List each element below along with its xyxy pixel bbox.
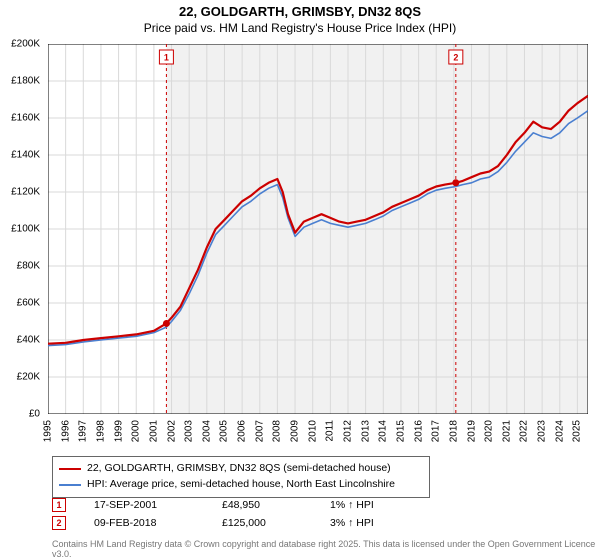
legend-item: HPI: Average price, semi-detached house,… [59, 477, 423, 493]
y-tick-label: £200K [11, 39, 40, 50]
x-tick-label: 2015 [395, 420, 406, 442]
x-tick-label: 2001 [148, 420, 159, 442]
y-tick-label: £20K [17, 372, 40, 383]
x-tick-label: 2005 [219, 420, 230, 442]
legend-label: 22, GOLDGARTH, GRIMSBY, DN32 8QS (semi-d… [87, 461, 391, 477]
plot-area: 12 [48, 44, 588, 414]
x-tick-label: 1996 [60, 420, 71, 442]
legend-swatch [59, 484, 81, 486]
x-tick-label: 2004 [201, 420, 212, 442]
x-tick-label: 2019 [466, 420, 477, 442]
x-tick-label: 2008 [272, 420, 283, 442]
x-tick-label: 2021 [501, 420, 512, 442]
x-tick-label: 2003 [184, 420, 195, 442]
x-tick-label: 1995 [43, 420, 54, 442]
x-tick-label: 1998 [95, 420, 106, 442]
y-axis: £0£20K£40K£60K£80K£100K£120K£140K£160K£1… [0, 44, 44, 414]
x-tick-label: 1997 [78, 420, 89, 442]
svg-text:1: 1 [164, 53, 169, 63]
sale-price: £48,950 [222, 499, 302, 511]
x-tick-label: 2017 [431, 420, 442, 442]
x-tick-label: 2002 [166, 420, 177, 442]
y-tick-label: £80K [17, 261, 40, 272]
x-tick-label: 2011 [325, 420, 336, 442]
x-tick-label: 2000 [131, 420, 142, 442]
x-axis: 1995199619971998199920002001200220032004… [48, 416, 588, 452]
y-tick-label: £180K [11, 76, 40, 87]
sale-marker-icon: 1 [52, 498, 66, 512]
y-tick-label: £140K [11, 150, 40, 161]
x-tick-label: 2023 [537, 420, 548, 442]
x-tick-label: 2025 [572, 420, 583, 442]
sale-delta: 1% ↑ HPI [330, 499, 374, 511]
chart-container: 22, GOLDGARTH, GRIMSBY, DN32 8QS Price p… [0, 0, 600, 560]
sale-price: £125,000 [222, 517, 302, 529]
x-tick-label: 2009 [290, 420, 301, 442]
y-tick-label: £40K [17, 335, 40, 346]
y-tick-label: £60K [17, 298, 40, 309]
x-tick-label: 2007 [254, 420, 265, 442]
sale-date: 17-SEP-2001 [94, 499, 194, 511]
sale-marker-icon: 2 [52, 516, 66, 530]
x-tick-label: 2016 [413, 420, 424, 442]
footer-note: Contains HM Land Registry data © Crown c… [52, 540, 600, 560]
x-tick-label: 2020 [484, 420, 495, 442]
title-address: 22, GOLDGARTH, GRIMSBY, DN32 8QS [0, 4, 600, 21]
x-tick-label: 2024 [554, 420, 565, 442]
legend-swatch [59, 468, 81, 470]
plot-svg: 12 [48, 44, 588, 414]
sales-table: 1 17-SEP-2001 £48,950 1% ↑ HPI 2 09-FEB-2018 £… [52, 498, 374, 534]
y-tick-label: £160K [11, 113, 40, 124]
x-tick-label: 2006 [237, 420, 248, 442]
y-tick-label: £120K [11, 187, 40, 198]
x-tick-label: 2022 [519, 420, 530, 442]
title-subtitle: Price paid vs. HM Land Registry's House … [0, 21, 600, 37]
x-tick-label: 2010 [307, 420, 318, 442]
x-tick-label: 2014 [378, 420, 389, 442]
sale-delta: 3% ↑ HPI [330, 517, 374, 529]
title-block: 22, GOLDGARTH, GRIMSBY, DN32 8QS Price p… [0, 0, 600, 36]
y-tick-label: £0 [29, 409, 40, 420]
x-tick-label: 2012 [343, 420, 354, 442]
sale-row: 1 17-SEP-2001 £48,950 1% ↑ HPI [52, 498, 374, 512]
svg-text:2: 2 [453, 53, 458, 63]
legend: 22, GOLDGARTH, GRIMSBY, DN32 8QS (semi-d… [52, 456, 430, 498]
x-tick-label: 2018 [448, 420, 459, 442]
legend-label: HPI: Average price, semi-detached house,… [87, 477, 395, 493]
sale-row: 2 09-FEB-2018 £125,000 3% ↑ HPI [52, 516, 374, 530]
x-tick-label: 2013 [360, 420, 371, 442]
y-tick-label: £100K [11, 224, 40, 235]
legend-item: 22, GOLDGARTH, GRIMSBY, DN32 8QS (semi-d… [59, 461, 423, 477]
x-tick-label: 1999 [113, 420, 124, 442]
sale-date: 09-FEB-2018 [94, 517, 194, 529]
